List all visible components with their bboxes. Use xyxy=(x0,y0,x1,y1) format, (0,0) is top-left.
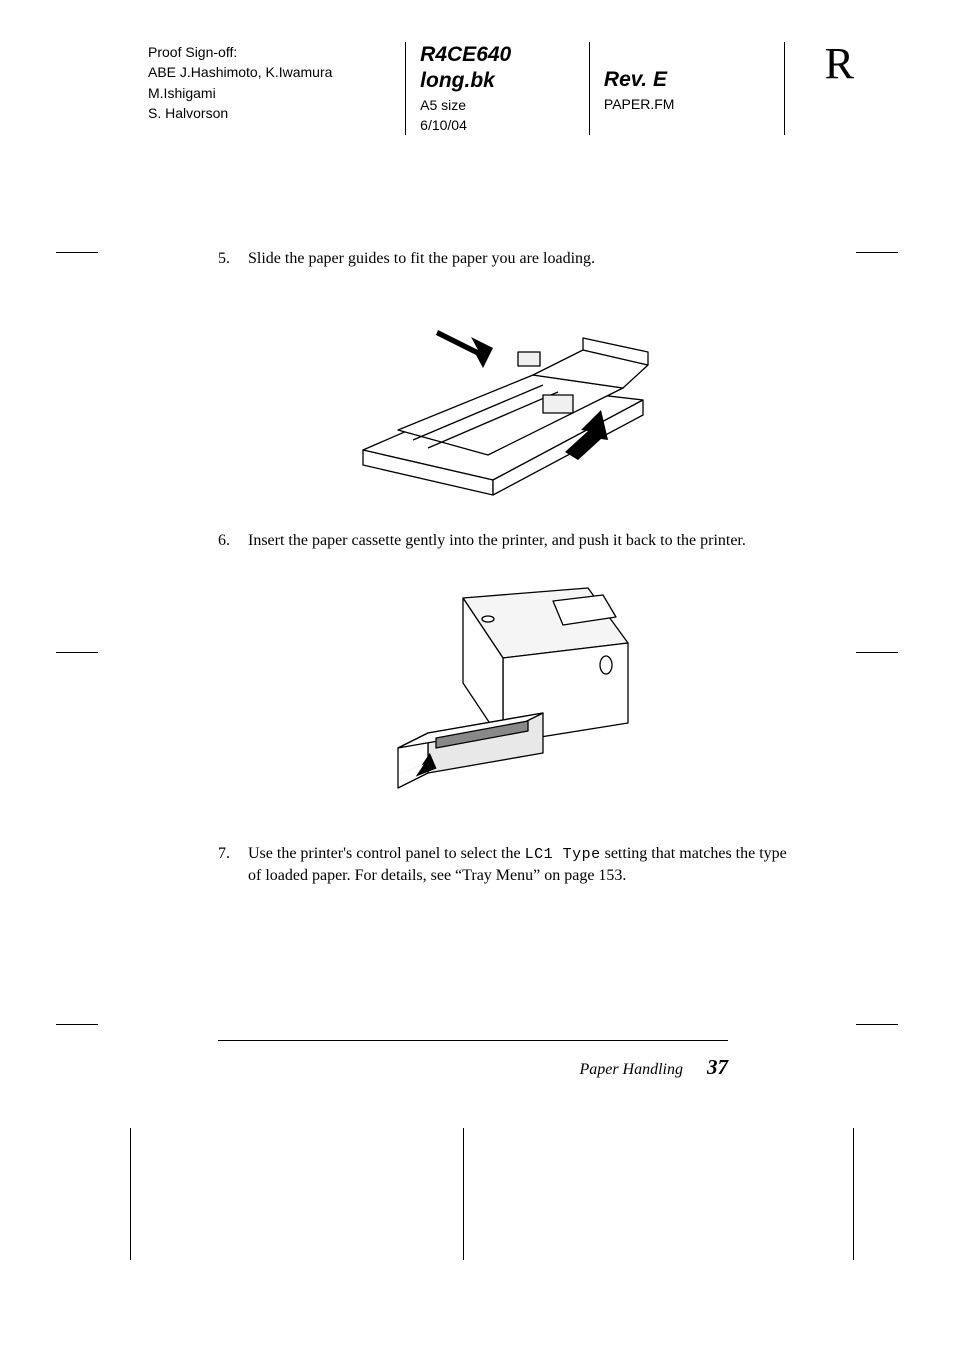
signoff-line: S. Halvorson xyxy=(148,103,391,123)
doc-size: A5 size xyxy=(420,95,575,115)
tray-illustration-icon xyxy=(343,290,663,500)
page-footer: Paper Handling 37 xyxy=(218,1040,728,1080)
step-text: Slide the paper guides to fit the paper … xyxy=(248,248,788,270)
corner-letter-block: R xyxy=(785,42,854,135)
step-number: 5. xyxy=(218,248,248,270)
crop-mark xyxy=(856,252,898,253)
step-text: Use the printer's control panel to selec… xyxy=(248,843,788,888)
proof-header: Proof Sign-off: ABE J.Hashimoto, K.Iwamu… xyxy=(130,42,854,135)
crop-mark xyxy=(56,252,98,253)
doc-date: 6/10/04 xyxy=(420,115,575,135)
lower-column-rules xyxy=(130,1128,854,1260)
signoff-title: Proof Sign-off: xyxy=(148,42,391,62)
footer-page-number: 37 xyxy=(707,1055,728,1080)
revision-label: Rev. E xyxy=(604,68,770,92)
rev-block: Rev. E PAPER.FM xyxy=(590,42,785,135)
footer-section-title: Paper Handling xyxy=(579,1061,683,1079)
crop-mark xyxy=(856,652,898,653)
doc-id-block: R4CE640 long.bk A5 size 6/10/04 xyxy=(406,42,590,135)
doc-file: long.bk xyxy=(420,68,575,94)
crop-mark xyxy=(56,1024,98,1025)
signoff-line: M.Ishigami xyxy=(148,83,391,103)
crop-mark xyxy=(856,1024,898,1025)
step-number: 7. xyxy=(218,843,248,888)
figure-insert-cassette xyxy=(218,573,788,813)
step-6: 6. Insert the paper cassette gently into… xyxy=(218,530,788,552)
step-7: 7. Use the printer's control panel to se… xyxy=(218,843,788,888)
page-content: 5. Slide the paper guides to fit the pap… xyxy=(218,248,788,908)
printer-illustration-icon xyxy=(358,573,648,813)
lcd-setting-name: LC1 Type xyxy=(525,846,601,863)
step-5: 5. Slide the paper guides to fit the pap… xyxy=(218,248,788,270)
arrow-guide-icon xyxy=(436,330,493,368)
doc-code: R4CE640 xyxy=(420,42,575,68)
signoff-block: Proof Sign-off: ABE J.Hashimoto, K.Iwamu… xyxy=(130,42,406,135)
step-text-pre: Use the printer's control panel to selec… xyxy=(248,845,525,862)
revision-file: PAPER.FM xyxy=(604,96,770,112)
step-number: 6. xyxy=(218,530,248,552)
step-text: Insert the paper cassette gently into th… xyxy=(248,530,788,552)
crop-mark xyxy=(56,652,98,653)
signoff-line: ABE J.Hashimoto, K.Iwamura xyxy=(148,62,391,82)
page-side-letter: R xyxy=(799,42,854,86)
figure-paper-guides xyxy=(218,290,788,500)
